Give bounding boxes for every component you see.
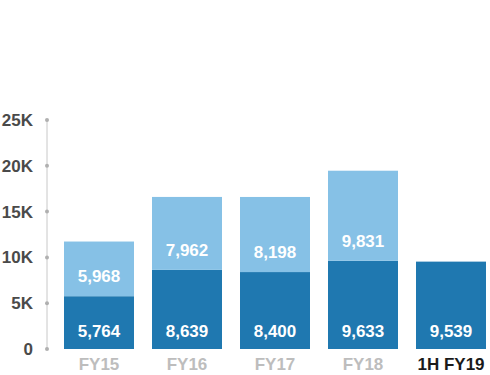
bar-segment <box>240 197 310 272</box>
y-tick-label: 10K <box>2 248 34 267</box>
y-tick <box>45 347 49 351</box>
data-label: 9,539 <box>430 322 473 341</box>
y-tick <box>45 118 49 122</box>
y-tick <box>45 301 49 305</box>
y-tick-label: 5K <box>11 294 33 313</box>
y-tick <box>45 210 49 214</box>
y-tick <box>45 255 49 259</box>
bar-segment <box>64 296 134 349</box>
x-tick-label: FY16 <box>167 355 208 374</box>
data-label: 7,962 <box>166 241 209 260</box>
y-tick-label: 15K <box>2 203 34 222</box>
bar-segment <box>328 261 398 349</box>
x-tick-label: FY15 <box>79 355 120 374</box>
y-axis-line <box>47 120 48 349</box>
y-tick-label: 0 <box>24 340 33 359</box>
bar-segment <box>64 242 134 297</box>
y-tick-label: 20K <box>2 157 34 176</box>
data-label: 8,198 <box>254 243 297 262</box>
bar-segment <box>152 270 222 349</box>
data-label: 8,639 <box>166 322 209 341</box>
bar-segment <box>240 272 310 349</box>
bar-segment <box>416 262 486 349</box>
data-label: 8,400 <box>254 322 297 341</box>
y-tick-label: 25K <box>2 111 34 130</box>
y-tick <box>45 164 49 168</box>
bar-segment <box>328 171 398 261</box>
x-tick-label: FY17 <box>255 355 296 374</box>
data-label: 5,764 <box>78 322 121 341</box>
x-tick-label: 1H FY19 <box>417 355 484 374</box>
data-label: 9,633 <box>342 322 385 341</box>
x-tick-label: FY18 <box>343 355 384 374</box>
data-label: 5,968 <box>78 267 121 286</box>
data-label: 9,831 <box>342 232 385 251</box>
bar-segment <box>152 197 222 270</box>
data-labels: 5,764 8,639 8,400 9,633 9,539 5,968 7,962 8,198… <box>78 232 473 341</box>
bars <box>64 171 486 349</box>
chart: 0 5K 10K 15K 20K 25K 5,764 8,639 8,400 9,633 9,539… <box>0 0 490 375</box>
